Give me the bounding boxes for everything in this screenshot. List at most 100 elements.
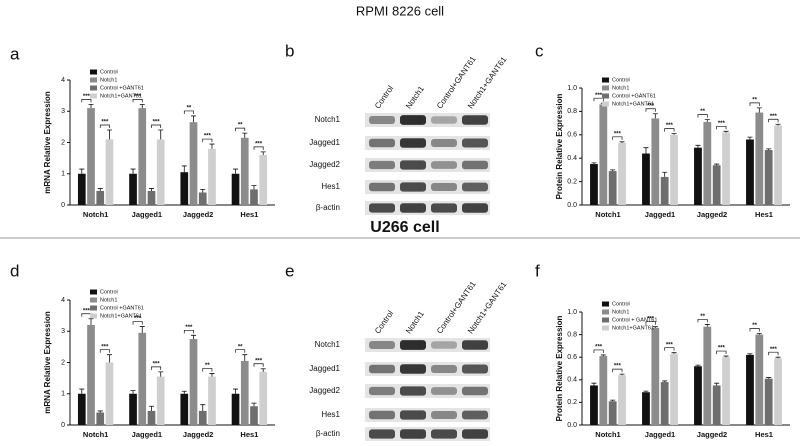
- blot-strip: [365, 338, 490, 352]
- error-bar: [181, 165, 187, 173]
- bar: [180, 172, 189, 205]
- legend-label: Notch1: [100, 297, 117, 303]
- y-axis-label: Protein Relative Expression: [555, 93, 564, 199]
- blot-band: [462, 386, 488, 396]
- error-bar: [723, 355, 729, 358]
- error-bar: [695, 364, 701, 367]
- bar: [96, 412, 105, 425]
- sig-label: ***: [614, 131, 622, 137]
- y-tick-label: 0.0: [567, 422, 577, 429]
- y-tick-label: 4: [61, 77, 65, 84]
- x-tick-label: Jagged1: [132, 210, 162, 219]
- row-label: Hes1: [321, 182, 340, 191]
- bar: [694, 366, 702, 425]
- sig-label: **: [700, 314, 705, 320]
- bar: [764, 150, 773, 205]
- error-bar: [209, 143, 215, 149]
- blot-band: [431, 365, 457, 373]
- blot-strip: [365, 158, 490, 172]
- blot-strip: [365, 384, 490, 398]
- legend-swatch: [90, 93, 97, 99]
- error-bar: [79, 388, 85, 394]
- legend-label: Notch1: [100, 77, 117, 83]
- blot-band: [462, 115, 488, 125]
- bar: [147, 410, 156, 425]
- sig-bracket: [202, 368, 213, 372]
- blot-strip: [365, 201, 490, 215]
- error-bar: [756, 333, 762, 335]
- error-bar: [619, 141, 625, 143]
- bar: [77, 393, 86, 425]
- legend-swatch: [90, 85, 97, 91]
- sig-label: ***: [255, 358, 263, 364]
- sig-bracket: [202, 138, 213, 143]
- blot-band: [400, 364, 426, 374]
- error-bar: [652, 326, 658, 328]
- error-bar: [704, 119, 710, 122]
- error-bar: [106, 129, 112, 140]
- legend-label: Notch1+GANT61: [100, 313, 142, 319]
- y-tick-label: 0.8: [567, 108, 577, 115]
- y-tick-label: 1.0: [567, 309, 577, 316]
- error-bar: [610, 399, 616, 402]
- figure-title: RPMI 8226 cell: [356, 3, 444, 18]
- legend-label: Control: [612, 301, 630, 307]
- sig-bracket: [645, 108, 656, 112]
- blot-strip: [365, 362, 490, 376]
- blot-band: [462, 138, 488, 148]
- bar: [660, 176, 669, 205]
- error-bar: [600, 354, 606, 357]
- error-bar: [158, 129, 164, 140]
- bar: [764, 378, 773, 425]
- bar: [755, 112, 764, 205]
- error-bar: [130, 390, 136, 394]
- sig-bracket: [749, 328, 760, 332]
- blot-band: [431, 341, 457, 349]
- x-tick-label: Notch1: [595, 210, 620, 219]
- bar: [180, 393, 189, 425]
- legend-swatch: [602, 301, 609, 307]
- error-bar: [671, 352, 677, 354]
- sig-bracket: [768, 351, 779, 356]
- error-bar: [662, 171, 668, 177]
- sig-bracket: [749, 102, 760, 106]
- error-bar: [139, 326, 145, 333]
- error-bar: [106, 354, 112, 363]
- x-tick-label: Jagged2: [697, 210, 727, 219]
- sig-bracket: [132, 99, 143, 103]
- bar: [208, 148, 216, 205]
- legend-label: Notch1: [612, 85, 629, 91]
- sig-bracket: [645, 321, 656, 325]
- x-tick-label: Jagged2: [183, 430, 213, 439]
- panel-label: a: [10, 44, 20, 63]
- y-tick-label: 0.6: [567, 354, 577, 361]
- blot-band: [431, 429, 457, 439]
- sig-bracket: [253, 363, 264, 367]
- sig-label: ***: [83, 308, 91, 314]
- bar: [189, 122, 198, 205]
- bar: [618, 142, 626, 205]
- bar: [156, 139, 165, 205]
- sig-label: ***: [153, 120, 161, 126]
- error-bar: [242, 132, 248, 138]
- bar: [208, 376, 216, 425]
- blot-band: [462, 410, 488, 420]
- bar: [147, 190, 156, 205]
- sig-bracket: [132, 321, 143, 325]
- sig-label: **: [238, 123, 243, 129]
- error-bar: [775, 123, 781, 126]
- legend-swatch: [90, 77, 97, 83]
- error-bar: [619, 373, 625, 376]
- legend-label: Notch1: [612, 309, 629, 315]
- legend-label: Notch1+GANT61: [612, 101, 654, 107]
- error-bar: [671, 133, 677, 135]
- legend-label: Control +GANT61: [100, 85, 144, 91]
- sig-bracket: [697, 114, 708, 118]
- legend-label: Control +GANT61: [612, 93, 656, 99]
- blot-band: [369, 116, 395, 124]
- error-bar: [695, 144, 701, 148]
- sig-bracket: [235, 349, 246, 353]
- lane-label: Notch1: [404, 309, 426, 335]
- bar: [774, 358, 782, 425]
- bar: [599, 104, 608, 205]
